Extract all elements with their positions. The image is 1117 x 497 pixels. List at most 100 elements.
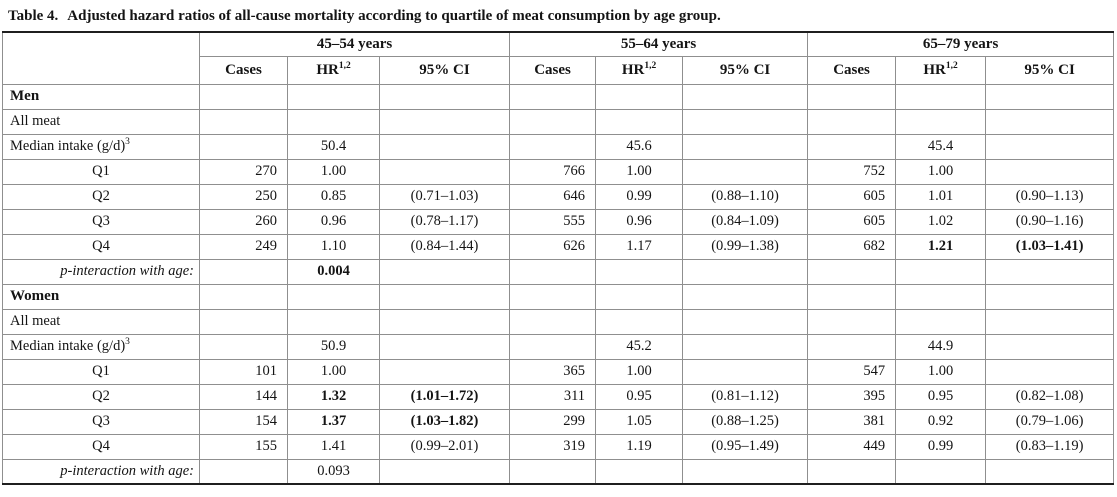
hr-cell: 1.37 <box>287 408 380 435</box>
table-row: Q4 249 1.10 (0.84–1.44) 626 1.17 (0.99–1.38) 68… <box>2 233 1115 260</box>
ci-header: 95% CI <box>378 55 511 85</box>
table-row: Q1 270 1.00 766 1.00 752 1.00 <box>2 158 1115 185</box>
cases-cell <box>509 458 597 485</box>
ci-cell <box>985 83 1115 110</box>
ci-cell <box>682 283 809 310</box>
hr-cell: 45.6 <box>595 133 684 160</box>
table-row: Q3 154 1.37 (1.03–1.82) 299 1.05 (0.88–1.25) 38… <box>2 408 1115 435</box>
cases-cell: 101 <box>199 358 288 385</box>
cases-header: Cases <box>199 55 288 85</box>
cases-cell: 547 <box>807 358 897 385</box>
hr-cell <box>287 108 380 135</box>
hr-cell: 0.99 <box>895 433 987 460</box>
cases-cell: 249 <box>199 233 288 260</box>
hr-cell <box>895 308 987 335</box>
hr-header: HR1,2 <box>895 55 987 85</box>
cases-cell: 605 <box>807 183 897 210</box>
ci-cell <box>682 308 809 335</box>
cases-cell: 250 <box>199 183 288 210</box>
cases-cell <box>199 258 288 285</box>
cases-cell <box>199 458 288 485</box>
cases-cell: 752 <box>807 158 897 185</box>
ci-cell: (0.82–1.08) <box>985 383 1115 410</box>
cases-cell <box>509 258 597 285</box>
table-row: Median intake (g/d)3 50.9 45.2 44.9 <box>2 333 1115 360</box>
ci-cell <box>378 333 511 360</box>
table-row: Men <box>2 83 1115 110</box>
ci-cell: (0.99–2.01) <box>378 433 511 460</box>
cases-cell: 395 <box>807 383 897 410</box>
cases-cell: 299 <box>509 408 597 435</box>
cases-header: Cases <box>509 55 597 85</box>
hr-cell <box>595 258 684 285</box>
row-label: Median intake (g/d)3 <box>2 133 200 160</box>
column-header-row: Cases HR1,2 95% CI Cases HR1,2 95% CI Ca… <box>3 55 1115 85</box>
ci-cell <box>378 133 511 160</box>
ci-cell: (0.84–1.44) <box>378 233 511 260</box>
ci-cell: (0.95–1.49) <box>682 433 809 460</box>
cases-cell: 319 <box>509 433 597 460</box>
age-group-45-54: 45–54 years <box>198 31 511 57</box>
ci-cell: (0.83–1.19) <box>985 433 1115 460</box>
cases-cell: 626 <box>509 233 597 260</box>
table-row: Q4 155 1.41 (0.99–2.01) 319 1.19 (0.95–1.49) 44… <box>2 433 1115 460</box>
age-group-65-79: 65–79 years <box>807 31 1115 57</box>
hr-cell: 1.21 <box>895 233 987 260</box>
table-row: All meat <box>2 308 1115 335</box>
cases-cell: 365 <box>509 358 597 385</box>
hr-cell: 1.00 <box>287 358 380 385</box>
hr-cell: 0.99 <box>595 183 684 210</box>
hr-cell: 1.00 <box>595 158 684 185</box>
hr-cell <box>895 258 987 285</box>
hr-cell: 0.96 <box>287 208 380 235</box>
cases-cell: 555 <box>509 208 597 235</box>
cases-cell <box>807 308 897 335</box>
ci-cell <box>378 258 511 285</box>
hr-cell: 1.00 <box>287 158 380 185</box>
row-label-header-cell <box>2 31 200 85</box>
ci-cell: (0.99–1.38) <box>682 233 809 260</box>
ci-cell: (0.84–1.09) <box>682 208 809 235</box>
ci-cell <box>985 133 1115 160</box>
ci-cell: (1.03–1.41) <box>985 233 1115 260</box>
cases-cell: 682 <box>807 233 897 260</box>
ci-cell: (0.90–1.13) <box>985 183 1115 210</box>
cases-cell <box>509 308 597 335</box>
row-label: All meat <box>2 308 200 335</box>
ci-cell <box>682 258 809 285</box>
ci-cell: (0.90–1.16) <box>985 208 1115 235</box>
ci-cell <box>378 108 511 135</box>
row-label: Q4 <box>2 433 200 460</box>
hr-cell: 0.95 <box>595 383 684 410</box>
cases-cell: 270 <box>199 158 288 185</box>
hr-cell <box>287 283 380 310</box>
age-group-header-row: 45–54 years 55–64 years 65–79 years <box>2 31 1115 85</box>
ci-cell: (0.71–1.03) <box>378 183 511 210</box>
ci-cell <box>378 358 511 385</box>
cases-cell <box>199 333 288 360</box>
row-label: All meat <box>2 108 200 135</box>
cases-cell <box>199 108 288 135</box>
row-label: Q1 <box>2 158 200 185</box>
ci-cell <box>985 108 1115 135</box>
ci-cell <box>682 83 809 110</box>
table-title: Table 4. Adjusted hazard ratios of all-ca… <box>0 0 1117 25</box>
hr-cell <box>595 108 684 135</box>
cases-cell: 646 <box>509 183 597 210</box>
cases-cell <box>509 83 597 110</box>
hr-header: HR1,2 <box>287 55 380 85</box>
ci-cell: (0.78–1.17) <box>378 208 511 235</box>
hr-cell: 1.17 <box>595 233 684 260</box>
cases-cell: 311 <box>509 383 597 410</box>
hr-cell: 1.05 <box>595 408 684 435</box>
table-row: p-interaction with age: 0.093 <box>2 458 1115 485</box>
hr-header: HR1,2 <box>595 55 684 85</box>
ci-cell <box>985 158 1115 185</box>
hr-cell <box>595 83 684 110</box>
table-row: Q2 250 0.85 (0.71–1.03) 646 0.99 (0.88–1.10) 60… <box>2 183 1115 210</box>
ci-cell <box>378 308 511 335</box>
ci-cell <box>985 333 1115 360</box>
cases-cell: 605 <box>807 208 897 235</box>
row-label: Q2 <box>2 183 200 210</box>
